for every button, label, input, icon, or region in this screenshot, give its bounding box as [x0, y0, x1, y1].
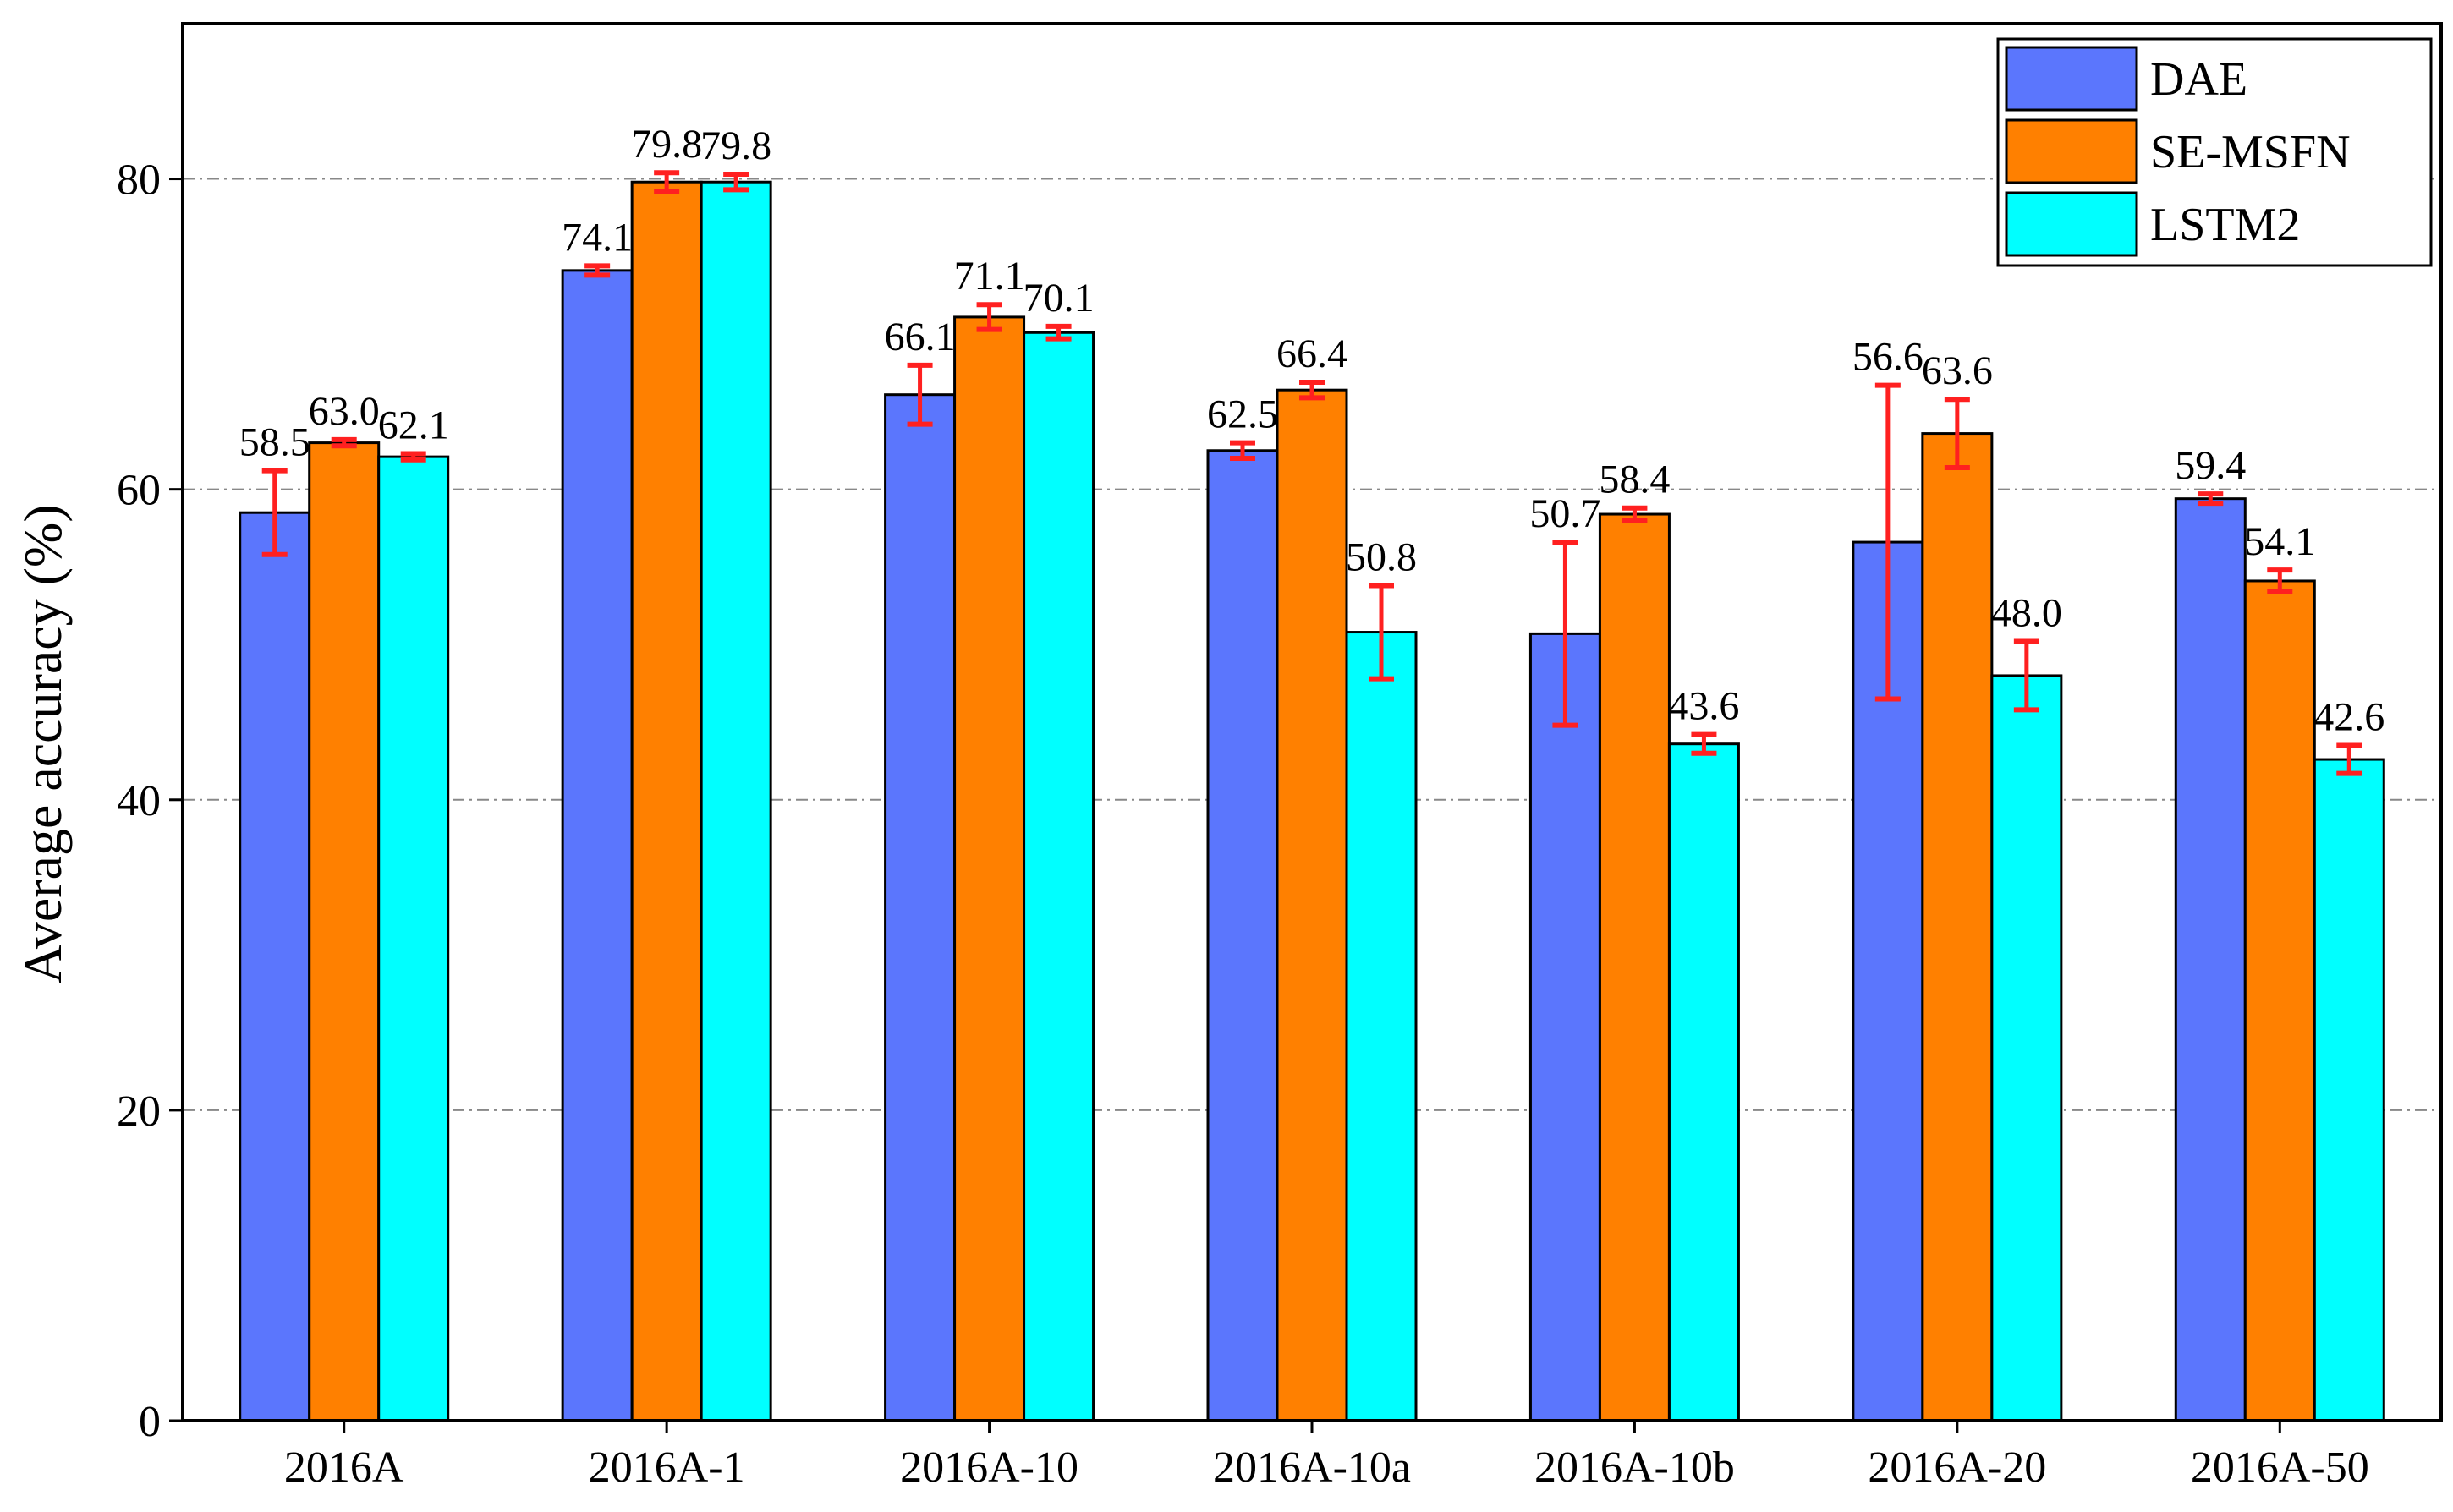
- bar-lstm2: [2313, 758, 2385, 1422]
- legend: DAE SE-MSFN LSTM2: [1996, 37, 2433, 267]
- data-label: 42.6: [2313, 695, 2384, 740]
- data-label: 63.0: [309, 389, 380, 434]
- bar-se-msfn: [2243, 579, 2316, 1422]
- y-tick-label: 60: [117, 467, 161, 515]
- bar-se-msfn: [1921, 432, 1994, 1422]
- x-tick-label: 2016A-20: [1868, 1444, 2046, 1492]
- bars: [239, 180, 2385, 1422]
- data-label: 74.1: [562, 215, 633, 260]
- data-label: 66.4: [1276, 331, 1347, 376]
- bar-dae: [561, 269, 634, 1422]
- data-label: 79.8: [700, 123, 771, 168]
- data-label: 48.0: [1991, 591, 2062, 636]
- x-tick-label: 2016A-50: [2191, 1444, 2369, 1492]
- y-axis-title: Average accuracy (%): [13, 504, 73, 983]
- legend-swatch-lstm2: [2005, 191, 2138, 257]
- plot-frame: [181, 22, 2443, 1422]
- legend-swatch-se-msfn: [2005, 118, 2138, 184]
- bar-lstm2: [1667, 742, 1740, 1422]
- bar-se-msfn: [308, 441, 381, 1422]
- x-tick-label: 2016A-1: [589, 1444, 745, 1492]
- bar-lstm2: [700, 180, 772, 1422]
- y-tick-label: 20: [117, 1087, 161, 1136]
- data-label: 70.1: [1023, 276, 1095, 320]
- y-tick-label: 40: [117, 777, 161, 825]
- bar-lstm2: [1990, 674, 2063, 1422]
- x-tick-label: 2016A: [284, 1444, 404, 1492]
- bar-se-msfn: [953, 315, 1026, 1422]
- data-label: 62.1: [378, 403, 449, 447]
- data-label: 54.1: [2244, 519, 2315, 564]
- bar-dae: [884, 393, 957, 1422]
- legend-label-lstm2: LSTM2: [2150, 199, 2300, 251]
- bar-se-msfn: [1598, 512, 1671, 1422]
- bar-lstm2: [1345, 631, 1418, 1422]
- x-tick-label: 2016A-10b: [1534, 1444, 1735, 1492]
- data-label: 56.6: [1852, 335, 1923, 380]
- data-label: 66.1: [885, 315, 956, 359]
- axes: 2016A 2016A-1 2016A-10 2016A-10a 2016A-10b 20…: [117, 22, 2443, 1492]
- bar-dae: [1528, 632, 1601, 1422]
- data-label: 50.8: [1346, 534, 1417, 579]
- data-label: 63.6: [1922, 348, 1993, 393]
- data-label: 43.6: [1668, 684, 1739, 729]
- bar-dae: [1206, 449, 1279, 1422]
- bar-dae: [239, 511, 311, 1422]
- x-tick-label: 2016A-10a: [1213, 1444, 1411, 1492]
- data-label: 59.4: [2175, 443, 2246, 488]
- bar-dae: [2174, 497, 2247, 1422]
- y-tick-label: 0: [139, 1398, 161, 1446]
- data-label: 58.5: [239, 420, 310, 465]
- bar-se-msfn: [1276, 388, 1348, 1422]
- legend-label-se-msfn: SE-MSFN: [2150, 126, 2351, 178]
- legend-label-dae: DAE: [2150, 53, 2247, 106]
- bar-se-msfn: [630, 180, 703, 1422]
- legend-swatch-dae: [2005, 46, 2138, 112]
- y-tick-label: 80: [117, 156, 161, 205]
- bar-lstm2: [1023, 331, 1095, 1422]
- data-labels: 58.563.062.1 74.1 79.879.8 66.1 71.170.1 62.5…: [239, 122, 2385, 739]
- data-label: 71.1: [954, 254, 1025, 299]
- x-tick-label: 2016A-10: [900, 1444, 1078, 1492]
- data-label: 62.5: [1207, 392, 1278, 437]
- data-label: 79.8: [631, 122, 702, 167]
- data-label: 50.7: [1529, 491, 1600, 536]
- bar-lstm2: [377, 455, 450, 1422]
- error-bars: [261, 170, 2362, 776]
- data-label: 58.4: [1599, 457, 1670, 502]
